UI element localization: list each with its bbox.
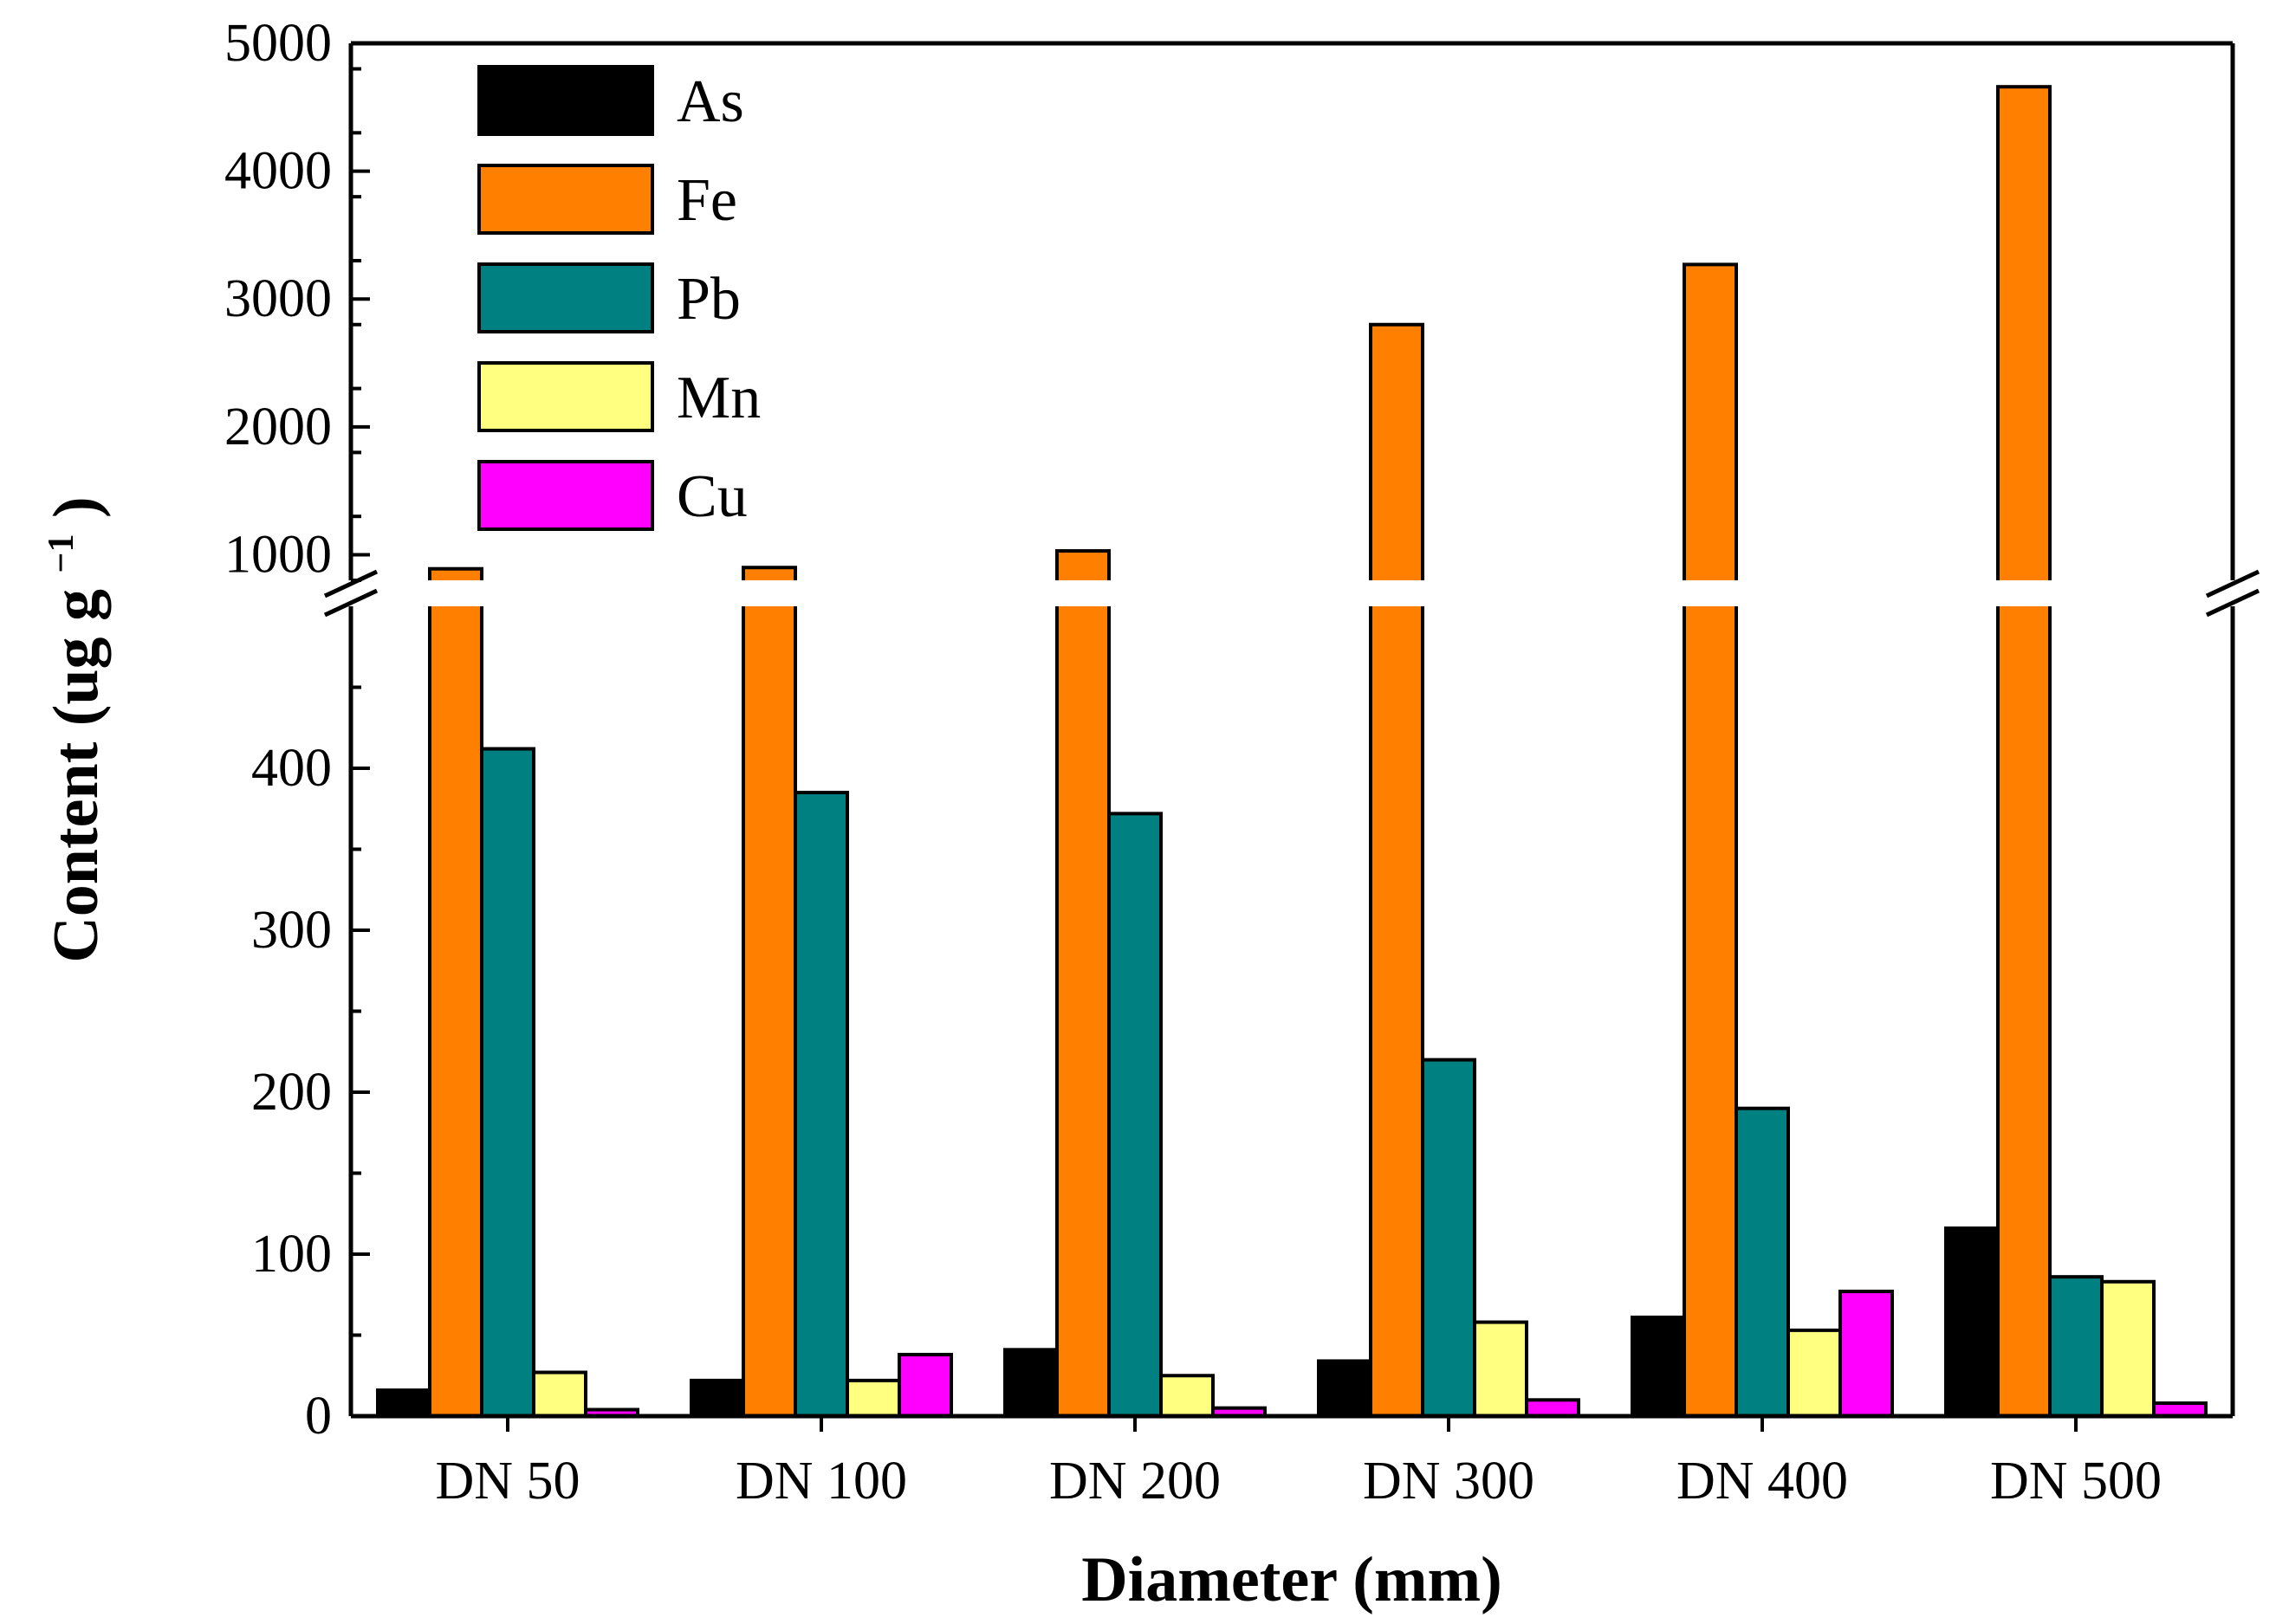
legend-label-cu: Cu: [677, 463, 748, 530]
legend: As Fe Pb Mn Cu: [477, 65, 761, 531]
bar-mn-dn-400: [1786, 1328, 1842, 1419]
bar-mn-dn-50: [532, 1370, 587, 1419]
bar-as-dn-500: [1944, 1226, 2000, 1418]
legend-label-pb: Pb: [677, 266, 741, 333]
bar-pb-dn-400: [1735, 1106, 1790, 1418]
bar-pb-dn-100: [794, 791, 849, 1418]
bar-fe-dn-200: [1055, 549, 1111, 1418]
bar-fe-dn-50: [428, 566, 483, 1418]
left-break-mark: [323, 569, 379, 598]
bar-fe-dn-400: [1683, 262, 1738, 1418]
bar-mn-dn-300: [1473, 1320, 1528, 1419]
bar-mn-dn-500: [2100, 1279, 2156, 1419]
legend-label-as: As: [677, 68, 744, 135]
y-tick-label: 5000: [224, 14, 332, 73]
y-tick-label: 4000: [224, 142, 332, 201]
y-axis-title-unit: (ug g: [41, 589, 112, 726]
bar-as-dn-200: [1003, 1348, 1059, 1418]
y-axis-title-close: ): [41, 496, 112, 518]
bar-as-dn-300: [1317, 1359, 1372, 1419]
bar-fe-dn-100: [742, 566, 797, 1418]
y-tick-label: 200: [251, 1063, 332, 1122]
y-tick-label: 3000: [224, 269, 332, 328]
x-tick-label: DN 200: [1049, 1452, 1221, 1511]
legend-swatch-mn: [477, 361, 654, 432]
x-tick-label: DN 400: [1676, 1452, 1848, 1511]
legend-label-mn: Mn: [677, 365, 761, 431]
y-axis-title-superscript: −1: [42, 534, 81, 573]
bar-as-dn-100: [690, 1378, 745, 1418]
y-tick-label: 300: [251, 901, 332, 960]
x-tick-label: DN 500: [1990, 1452, 2162, 1511]
legend-swatch-as: [477, 65, 654, 136]
y-tick-label: 0: [305, 1387, 332, 1446]
bar-mn-dn-200: [1159, 1374, 1215, 1418]
bar-pb-dn-300: [1421, 1058, 1476, 1418]
y-axis-title-main: Content: [41, 741, 112, 962]
bars-layer: [349, 85, 2234, 1419]
y-tick-label: 1000: [224, 525, 332, 584]
x-tick-label: DN 50: [435, 1452, 580, 1511]
right-break-mark: [2205, 569, 2260, 598]
axis-break-gap: [349, 580, 2234, 606]
y-tick-label: 400: [251, 739, 332, 798]
bar-fe-dn-300: [1369, 322, 1424, 1418]
bar-pb-dn-500: [2048, 1275, 2104, 1419]
axes-frame: [348, 41, 2235, 1419]
bar-cu-dn-400: [1838, 1290, 1894, 1419]
legend-swatch-fe: [477, 164, 654, 235]
legend-swatch-cu: [477, 460, 654, 531]
bar-as-dn-50: [376, 1388, 431, 1418]
bar-pb-dn-50: [480, 747, 535, 1418]
bar-as-dn-400: [1631, 1315, 1686, 1419]
bar-cu-dn-100: [898, 1352, 953, 1418]
y-tick-label: 2000: [224, 398, 332, 456]
bar-pb-dn-200: [1107, 812, 1163, 1418]
x-tick-label: DN 300: [1363, 1452, 1534, 1511]
axis-break-marks: [323, 569, 2260, 618]
legend-label-fe: Fe: [677, 167, 737, 234]
x-axis-title: Diameter (mm): [1081, 1544, 1502, 1615]
bar-mn-dn-100: [846, 1378, 901, 1418]
left-break-mark: [323, 588, 379, 618]
bar-fe-dn-500: [1996, 85, 2052, 1419]
ticks-layer: DN 50 DN 100 DN 200 DN 300 DN 400 DN 500 0 100 2…: [224, 14, 2162, 1511]
y-axis-title: Content (ug g −1 ): [16, 496, 112, 962]
right-break-mark: [2205, 588, 2260, 618]
y-tick-label: 100: [251, 1225, 332, 1284]
legend-swatch-pb: [477, 262, 654, 333]
bar-cu-dn-300: [1525, 1398, 1580, 1419]
x-tick-label: DN 100: [736, 1452, 907, 1511]
